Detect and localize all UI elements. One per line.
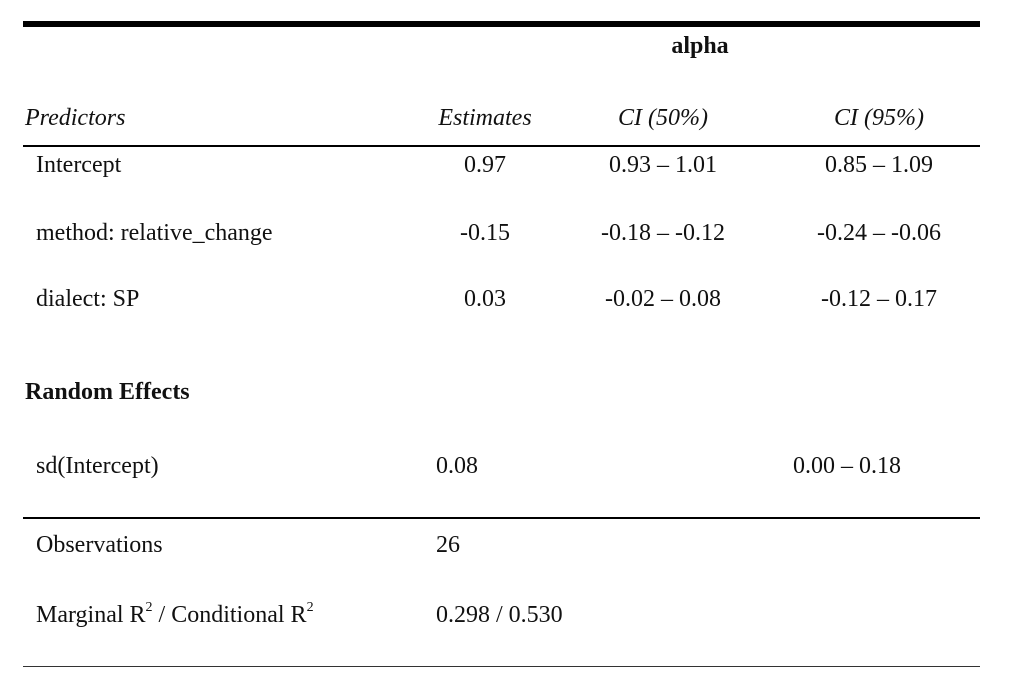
ci50-value: 0.93 – 1.01 xyxy=(609,152,717,178)
r2-superscript: 2 xyxy=(306,600,314,615)
column-header-estimates: Estimates xyxy=(438,105,532,131)
random-effect-label: sd(Intercept) xyxy=(36,453,159,479)
r2-value: 0.298 / 0.530 xyxy=(436,602,563,628)
header-rule xyxy=(23,145,980,147)
predictor-label: method: relative_change xyxy=(36,220,273,246)
observations-label: Observations xyxy=(36,532,163,558)
ci50-value: -0.18 – -0.12 xyxy=(601,220,725,246)
model-stats-rule xyxy=(23,517,980,519)
ci95-value: -0.12 – 0.17 xyxy=(821,286,937,312)
predictor-label: Intercept xyxy=(36,152,122,178)
r2-marginal-text: Marginal R xyxy=(36,602,146,628)
ci50-value: -0.02 – 0.08 xyxy=(605,286,721,312)
estimate-value: 0.97 xyxy=(464,152,506,178)
top-rule xyxy=(23,21,980,27)
random-effect-value: 0.08 xyxy=(436,453,478,479)
ci95-value: 0.85 – 1.09 xyxy=(825,152,933,178)
r2-label: Marginal R2 / Conditional R2 xyxy=(36,600,314,628)
r2-superscript: 2 xyxy=(145,600,153,615)
column-header-ci95: CI (95%) xyxy=(834,105,924,131)
column-header-predictors: Predictors xyxy=(25,105,126,131)
ci95-value: -0.24 – -0.06 xyxy=(817,220,941,246)
predictor-label: dialect: SP xyxy=(36,286,140,312)
random-effects-heading: Random Effects xyxy=(25,379,190,405)
random-effect-ci95: 0.00 – 0.18 xyxy=(793,453,901,479)
bottom-rule xyxy=(23,666,980,667)
estimate-value: -0.15 xyxy=(460,220,510,246)
r2-conditional-text: / Conditional R xyxy=(152,602,307,628)
group-header: alpha xyxy=(671,33,729,59)
observations-value: 26 xyxy=(436,532,460,558)
column-header-ci50: CI (50%) xyxy=(618,105,708,131)
estimate-value: 0.03 xyxy=(464,286,506,312)
